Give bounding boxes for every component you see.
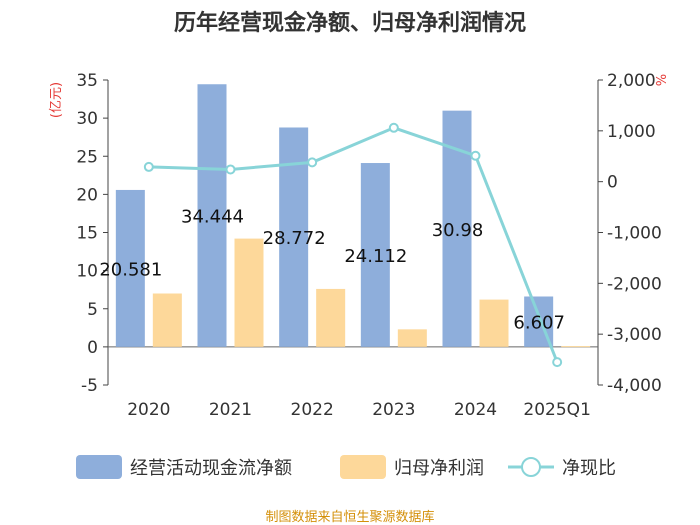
right-tick-label: 0 — [607, 173, 618, 193]
ratio-point — [552, 357, 563, 368]
left-tick-label: 30 — [76, 109, 98, 129]
left-tick-label: 20 — [76, 185, 98, 205]
right-tick-label: -3,000 — [607, 325, 662, 345]
ratio-point — [307, 157, 318, 168]
bar-value-label: 28.772 — [263, 228, 326, 249]
legend-swatch-net-profit — [340, 455, 386, 479]
bars — [115, 84, 591, 348]
bar-net-profit — [234, 238, 264, 347]
x-tick-label: 2023 — [372, 400, 415, 420]
bar-operating-cash-flow — [197, 84, 227, 347]
bar-value-label: 30.98 — [432, 220, 484, 241]
bar-net-profit — [397, 329, 427, 347]
x-tick-label: 2022 — [291, 400, 334, 420]
ratio-line — [143, 122, 563, 368]
x-tick-label: 2020 — [127, 400, 170, 420]
data-labels: 20.581 34.444 28.772 24.112 30.98 6.607 — [99, 207, 565, 334]
ratio-point — [388, 122, 399, 133]
left-tick-label: 35 — [76, 71, 98, 91]
bar-value-label: 20.581 — [99, 259, 162, 280]
bar-value-label: 34.444 — [181, 207, 244, 228]
bar-operating-cash-flow — [360, 163, 390, 347]
right-tick-label: -2,000 — [607, 274, 662, 294]
right-tick-label: -1,000 — [607, 224, 662, 244]
bar-net-profit — [561, 346, 591, 348]
left-tick-label: 5 — [87, 300, 98, 320]
legend: 经营活动现金流净额 归母净利润 净现比 — [76, 455, 616, 479]
axes: -5 0 5 10 15 20 25 30 35 -4,000 -3,000 -2,000 -1,000… — [76, 71, 661, 420]
right-tick-label: -4,000 — [607, 376, 662, 396]
legend-swatch-operating-cash-flow — [76, 455, 122, 479]
x-tick-label: 2024 — [454, 400, 497, 420]
bar-value-label: 6.607 — [513, 313, 565, 334]
x-tick-label: 2021 — [209, 400, 252, 420]
legend-label-net-profit: 归母净利润 — [394, 458, 484, 479]
bar-value-label: 24.112 — [344, 246, 407, 267]
bar-net-profit — [316, 288, 346, 347]
left-tick-label: -5 — [81, 376, 98, 396]
ratio-point — [143, 161, 154, 172]
right-axis-unit: % — [652, 74, 667, 86]
left-axis-unit: (亿元) — [49, 82, 64, 118]
ratio-point — [225, 164, 236, 175]
chart-title: 历年经营现金净额、归母净利润情况 — [174, 10, 526, 36]
ratio-line-path — [148, 126, 559, 363]
right-tick-label: 2,000 — [607, 71, 656, 91]
legend-marker-ratio — [521, 457, 541, 477]
left-tick-label: 0 — [87, 338, 98, 358]
source-note: 制图数据来自恒生聚源数据库 — [265, 509, 434, 525]
left-tick-label: 25 — [76, 147, 98, 167]
left-tick-label: 10 — [76, 262, 98, 282]
legend-label-ratio: 净现比 — [562, 458, 616, 479]
left-tick-label: 15 — [76, 224, 98, 244]
bar-operating-cash-flow — [115, 189, 145, 347]
legend-label-operating-cash-flow: 经营活动现金流净额 — [130, 458, 292, 479]
bar-net-profit — [479, 299, 509, 347]
bar-net-profit — [152, 293, 182, 347]
x-tick-label: 2025Q1 — [523, 400, 590, 420]
ratio-point — [470, 150, 481, 161]
right-tick-label: 1,000 — [607, 122, 656, 142]
